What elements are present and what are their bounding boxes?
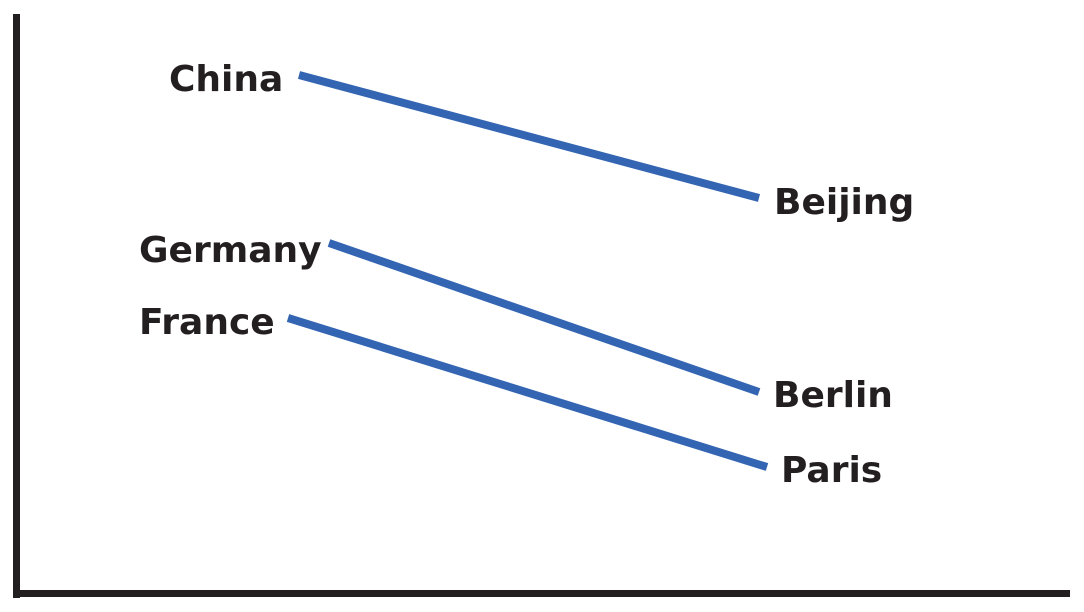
capital-label-berlin: Berlin bbox=[773, 375, 893, 416]
vertical-axis bbox=[13, 14, 20, 598]
horizontal-axis bbox=[13, 590, 1070, 597]
country-label-germany: Germany bbox=[139, 230, 322, 271]
country-label-china: China bbox=[169, 59, 284, 100]
capital-label-beijing: Beijing bbox=[774, 182, 915, 223]
connector-germany-berlin bbox=[327, 239, 761, 396]
capital-label-paris: Paris bbox=[781, 450, 883, 491]
connector-china-beijing bbox=[297, 71, 761, 202]
connector-france-paris bbox=[286, 314, 769, 471]
country-label-france: France bbox=[139, 302, 275, 343]
